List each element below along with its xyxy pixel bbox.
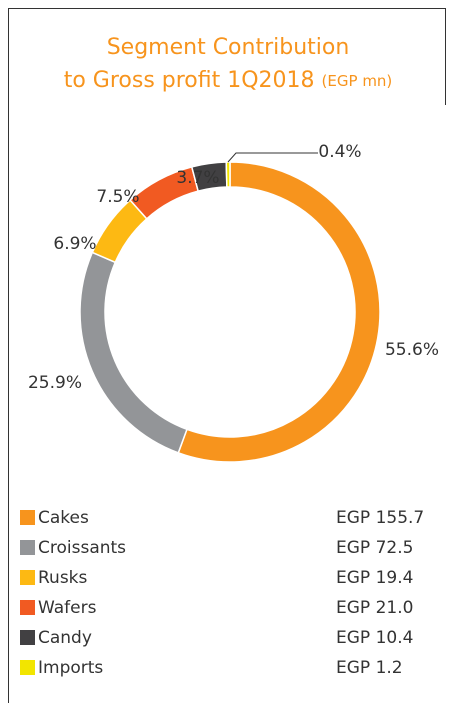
data-label: 7.5% bbox=[96, 187, 139, 207]
legend-swatch bbox=[20, 600, 35, 615]
chart-title-line: to Gross profit 1Q2018 bbox=[64, 68, 315, 93]
legend-amount: EGP 72.5 bbox=[336, 538, 413, 558]
legend-label: Wafers bbox=[38, 598, 97, 618]
legend-amount: EGP 155.7 bbox=[336, 508, 424, 528]
data-label: 55.6% bbox=[385, 340, 439, 360]
legend-swatch bbox=[20, 540, 35, 555]
legend-label: Cakes bbox=[38, 508, 89, 528]
legend-swatch bbox=[20, 510, 35, 525]
donut-slice bbox=[177, 161, 381, 463]
chart-title-unit: (EGP mn) bbox=[322, 72, 393, 90]
legend-label: Candy bbox=[38, 628, 92, 648]
data-label: 25.9% bbox=[28, 373, 82, 393]
legend-amount: EGP 21.0 bbox=[336, 598, 413, 618]
legend-label: Imports bbox=[38, 658, 103, 678]
data-label: 6.9% bbox=[53, 234, 96, 254]
chart-title: to Gross profit 1Q2018 (EGP mn) bbox=[64, 68, 393, 93]
legend-swatch bbox=[20, 570, 35, 585]
frame bbox=[8, 8, 446, 703]
legend-swatch bbox=[20, 630, 35, 645]
legend-label: Rusks bbox=[38, 568, 88, 588]
legend-label: Croissants bbox=[38, 538, 126, 558]
donut-slice bbox=[225, 161, 231, 188]
legend-amount: EGP 19.4 bbox=[336, 568, 413, 588]
legend-amount: EGP 1.2 bbox=[336, 658, 403, 678]
chart-title: Segment Contribution bbox=[107, 35, 350, 60]
data-label: 3.7% bbox=[176, 168, 219, 188]
legend-swatch bbox=[20, 660, 35, 675]
legend-amount: EGP 10.4 bbox=[336, 628, 413, 648]
donut-slice bbox=[79, 251, 188, 454]
data-label: 0.4% bbox=[318, 142, 361, 162]
leader-line bbox=[227, 152, 318, 163]
